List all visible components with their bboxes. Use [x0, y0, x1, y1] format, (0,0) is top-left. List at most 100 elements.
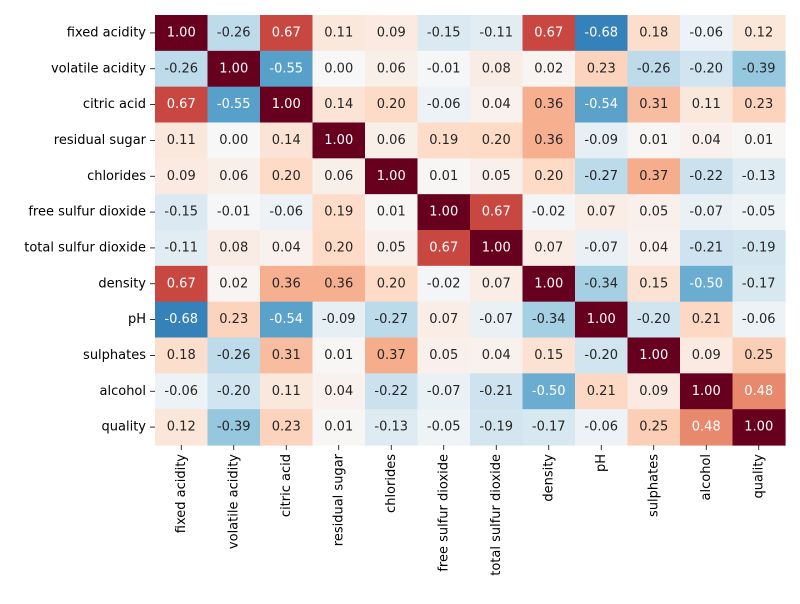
heatmap-cell-sulphates-free-sulfur-dioxide — [417, 337, 471, 374]
heatmap-cell-chlorides-ph — [575, 158, 629, 195]
heatmap-cell-ph-residual-sugar — [312, 301, 366, 339]
heatmap-cell-density-density — [522, 265, 576, 303]
x-tick-label-alcohol: alcohol — [699, 454, 714, 500]
cell-value-label: 0.19 — [324, 205, 353, 220]
cell-value-label: 0.02 — [219, 276, 248, 291]
cell-value-label: -0.20 — [689, 61, 723, 76]
heatmap-cell-total-sulfur-dioxide-volatile-acidity — [207, 230, 261, 267]
cell-value-label: -0.09 — [584, 133, 618, 148]
cell-value-label: 0.36 — [534, 133, 563, 148]
cell-value-label: 0.12 — [744, 25, 773, 40]
cell-value-label: 1.00 — [534, 276, 563, 291]
heatmap-cell-alcohol-residual-sugar — [312, 373, 366, 410]
heatmap-cell-ph-free-sulfur-dioxide — [417, 301, 471, 339]
cell-value-label: -0.01 — [217, 205, 251, 220]
cell-value-label: 0.67 — [534, 25, 563, 40]
cell-value-label: -0.11 — [164, 240, 198, 255]
heatmap-cell-chlorides-residual-sugar — [312, 158, 366, 195]
heatmap-cell-quality-volatile-acidity — [207, 409, 261, 446]
heatmap-cell-ph-quality — [732, 301, 786, 339]
cell-value-label: -0.34 — [532, 312, 566, 327]
heatmap-cell-fixed-acidity-density — [522, 15, 576, 52]
cell-value-label: -0.50 — [532, 384, 566, 399]
cell-value-label: 0.36 — [534, 97, 563, 112]
cell-value-label: 0.09 — [167, 169, 196, 184]
heatmap-cell-free-sulfur-dioxide-fixed-acidity — [155, 194, 209, 231]
y-tick-label-free-sulfur-dioxide: free sulfur dioxide — [28, 205, 146, 220]
heatmap-cell-chlorides-free-sulfur-dioxide — [417, 158, 471, 195]
cell-value-label: 0.04 — [482, 348, 511, 363]
cell-value-label: -0.20 — [584, 348, 618, 363]
heatmap-cell-citric-acid-ph — [575, 86, 629, 124]
heatmap-cell-residual-sugar-residual-sugar — [312, 122, 366, 159]
cell-value-label: 1.00 — [692, 384, 721, 399]
cell-value-label: 1.00 — [324, 133, 353, 148]
cell-value-label: -0.21 — [689, 240, 723, 255]
cell-value-label: 0.06 — [219, 169, 248, 184]
cell-value-label: 0.23 — [272, 420, 301, 435]
heatmap-cell-free-sulfur-dioxide-ph — [575, 194, 629, 231]
heatmap-cell-fixed-acidity-quality — [732, 15, 786, 52]
heatmap-cell-quality-ph — [575, 409, 629, 446]
cell-value-label: -0.15 — [164, 205, 198, 220]
heatmap-cell-sulphates-alcohol — [680, 337, 734, 374]
cell-value-label: -0.54 — [269, 312, 303, 327]
heatmap-cell-sulphates-quality — [732, 337, 786, 374]
cell-value-label: -0.26 — [217, 348, 251, 363]
cell-value-label: 0.05 — [377, 240, 406, 255]
heatmap-cell-sulphates-sulphates — [627, 337, 681, 374]
x-tick-label-ph: pH — [594, 454, 609, 472]
cell-value-label: 0.09 — [692, 348, 721, 363]
heatmap-cell-total-sulfur-dioxide-chlorides — [365, 230, 419, 267]
heatmap-cell-citric-acid-fixed-acidity — [155, 86, 209, 124]
cell-value-label: 0.00 — [219, 133, 248, 148]
cell-value-label: 0.09 — [639, 384, 668, 399]
heatmap-cell-residual-sugar-total-sulfur-dioxide — [470, 122, 524, 159]
cell-value-label: -0.06 — [584, 420, 618, 435]
heatmap-cell-residual-sugar-citric-acid — [260, 122, 314, 159]
heatmap-cell-quality-density — [522, 409, 576, 446]
heatmap-cell-volatile-acidity-density — [522, 50, 576, 88]
cell-value-label: -0.07 — [584, 240, 618, 255]
heatmap-cell-alcohol-density — [522, 373, 576, 410]
heatmap-cell-total-sulfur-dioxide-quality — [732, 230, 786, 267]
heatmap-cell-free-sulfur-dioxide-citric-acid — [260, 194, 314, 231]
y-tick-label-quality: quality — [102, 420, 147, 435]
y-tick-label-sulphates: sulphates — [83, 348, 146, 363]
heatmap-cell-citric-acid-total-sulfur-dioxide — [470, 86, 524, 124]
cell-value-label: 1.00 — [167, 25, 196, 40]
heatmap-cell-residual-sugar-ph — [575, 122, 629, 159]
cell-value-label: -0.05 — [742, 205, 776, 220]
heatmap-cell-citric-acid-chlorides — [365, 86, 419, 124]
heatmap-cell-citric-acid-free-sulfur-dioxide — [417, 86, 471, 124]
heatmap-cell-residual-sugar-alcohol — [680, 122, 734, 159]
heatmap-cell-sulphates-volatile-acidity — [207, 337, 261, 374]
y-tick-label-citric-acid: citric acid — [83, 97, 146, 112]
heatmap-cell-citric-acid-quality — [732, 86, 786, 124]
cell-value-label: 0.20 — [534, 169, 563, 184]
cell-value-label: 0.11 — [167, 133, 196, 148]
cell-value-label: -0.09 — [322, 312, 356, 327]
heatmap-cell-density-fixed-acidity — [155, 265, 209, 303]
cell-value-label: 0.04 — [272, 240, 301, 255]
heatmap-cell-free-sulfur-dioxide-alcohol — [680, 194, 734, 231]
heatmap-cell-quality-chlorides — [365, 409, 419, 446]
heatmap-cell-ph-fixed-acidity — [155, 301, 209, 339]
heatmap-cell-volatile-acidity-fixed-acidity — [155, 50, 209, 88]
cell-value-label: -0.22 — [374, 384, 408, 399]
heatmap-cell-sulphates-density — [522, 337, 576, 374]
cell-value-label: 0.11 — [692, 97, 721, 112]
heatmap-cell-chlorides-alcohol — [680, 158, 734, 195]
cell-value-label: 1.00 — [219, 61, 248, 76]
cell-value-label: 0.01 — [324, 348, 353, 363]
cell-value-label: 0.48 — [744, 384, 773, 399]
heatmap-cell-total-sulfur-dioxide-free-sulfur-dioxide — [417, 230, 471, 267]
cell-value-label: 1.00 — [377, 169, 406, 184]
cell-value-label: -0.17 — [532, 420, 566, 435]
heatmap-cell-total-sulfur-dioxide-total-sulfur-dioxide — [470, 230, 524, 267]
heatmap-cell-fixed-acidity-sulphates — [627, 15, 681, 52]
cell-value-label: -0.19 — [479, 420, 513, 435]
heatmap-cell-quality-fixed-acidity — [155, 409, 209, 446]
